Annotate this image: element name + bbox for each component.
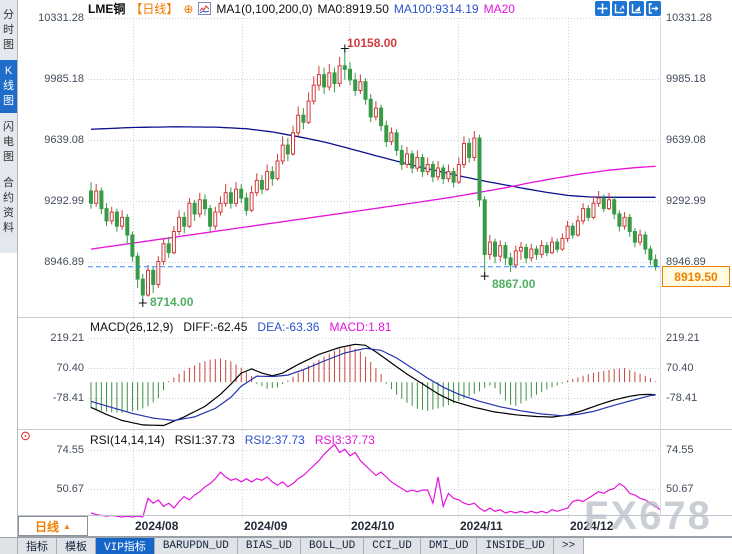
tab-BOLL_UD[interactable]: BOLL_UD <box>301 538 365 554</box>
rsi-axis-label-right: 50.67 <box>666 483 694 495</box>
date-label: 2024/08 <box>135 519 179 533</box>
rsi-axis-label-left: 74.55 <box>56 444 84 456</box>
low-price-label-nov: 8867.00 <box>492 277 536 291</box>
low-price-label-aug: 8714.00 <box>150 295 194 309</box>
rsi-title: RSI(14,14,14) <box>90 433 165 447</box>
tab-DMI_UD[interactable]: DMI_UD <box>420 538 478 554</box>
macd-axis-label-right: 70.40 <box>666 361 694 374</box>
add-indicator-icon[interactable]: ⊕ <box>183 1 194 16</box>
price-axis-label-right: 9292.99 <box>666 195 706 207</box>
panel-separator <box>18 429 732 430</box>
price-axis-label-right: 10331.28 <box>666 12 712 24</box>
mini-chart-icon[interactable] <box>198 2 212 15</box>
macd-axis-label-right: 219.21 <box>666 331 700 344</box>
zoom-axis-icon[interactable] <box>612 1 627 16</box>
period-selector[interactable]: 日线 ▲ <box>18 516 88 536</box>
date-label: 2024/12 <box>570 519 614 533</box>
macd-header: MACD(26,12,9) DIFF:-62.45 DEA:-63.36 MAC… <box>90 320 391 334</box>
macd-dea-value: DEA:-63.36 <box>257 320 320 334</box>
tab-INSIDE_UD[interactable]: INSIDE_UD <box>477 538 554 554</box>
rsi-axis-label-right: 74.55 <box>666 444 694 456</box>
ma100-value: MA100:9314.19 <box>393 1 479 16</box>
high-price-label: 10158.00 <box>347 36 398 50</box>
macd-axis-label-left: 70.40 <box>56 361 84 374</box>
macd-bar-value: MACD:1.81 <box>329 320 392 334</box>
ma-settings: MA1(0,100,200,0) <box>216 1 313 16</box>
tab-指标[interactable]: 指标 <box>18 538 57 554</box>
macd-axis-label-right: -78.41 <box>666 391 698 404</box>
price-axis-label-left: 8946.89 <box>44 256 84 268</box>
sidebar-item-分时图[interactable]: 分时图 <box>3 9 14 51</box>
chart-toolbar <box>595 1 661 16</box>
tab-BIAS_UD[interactable]: BIAS_UD <box>237 538 302 554</box>
rsi-axis-label-left: 50.67 <box>56 483 84 495</box>
tab-BARUPDN_UD[interactable]: BARUPDN_UD <box>154 538 238 554</box>
main-chart[interactable] <box>88 18 660 318</box>
tab-模板[interactable]: 模板 <box>57 538 96 554</box>
ma200-value: MA20 <box>483 1 515 16</box>
date-label: 2024/10 <box>351 519 395 533</box>
chart-header: LME铜 【日线】 ⊕ MA1(0,100,200,0) MA0:8919.50… <box>88 0 588 17</box>
chevron-up-icon: ▲ <box>63 521 71 531</box>
price-axis-label-left: 9292.99 <box>44 195 84 207</box>
price-axis-label-right: 9985.18 <box>666 73 706 85</box>
sidebar-item-K线图[interactable]: K线图 <box>0 60 17 113</box>
rsi1-value: RSI1:37.73 <box>174 433 235 447</box>
sidebar-items: 分时图 K线图闪电图合约资料 <box>0 0 17 253</box>
period-label: 【日线】 <box>130 2 179 16</box>
left-sidebar: 分时图 K线图闪电图合约资料 <box>0 0 18 537</box>
price-axis-label-left: 9639.08 <box>44 134 84 146</box>
move-crosshair-icon[interactable] <box>595 1 610 16</box>
tab-CCI_UD[interactable]: CCI_UD <box>364 538 421 554</box>
last-price-box: 8919.50 <box>662 266 730 287</box>
macd-panel[interactable] <box>88 318 660 430</box>
period-selector-label: 日线 <box>35 519 60 534</box>
sidebar-item-闪电图[interactable]: 闪电图 <box>3 121 14 163</box>
scale-axis-icon[interactable] <box>629 1 644 16</box>
rsi3-value: RSI3:37.73 <box>314 433 375 447</box>
price-axis-label-right: 8946.89 <box>666 256 706 268</box>
rsi-panel[interactable] <box>88 430 660 518</box>
date-label: 2024/09 <box>244 519 288 533</box>
price-axis-label-left: 10331.28 <box>38 12 84 24</box>
macd-axis-label-left: 219.21 <box>50 331 84 344</box>
indicator-tab-bar: 指标 模板 VIP指标 BARUPDN_UD BIAS_UD BOLL_UD CCI_UD D… <box>0 537 732 554</box>
timeline-bar: 日线 ▲ 2024/08 2024/09 2024/10 2024/11 2024/12 <box>0 515 732 537</box>
macd-diff-value: DIFF:-62.45 <box>183 320 248 334</box>
tab->>[interactable]: >> <box>553 538 585 554</box>
sidebar-item-合约资料[interactable]: 合约资料 <box>3 177 14 234</box>
exit-chart-icon[interactable] <box>646 1 661 16</box>
date-label: 2024/11 <box>460 519 503 533</box>
rsi2-value: RSI2:37.73 <box>244 433 305 447</box>
tab-bar-filler <box>584 538 732 554</box>
macd-title: MACD(26,12,9) <box>90 320 174 334</box>
tab-bar-corner <box>0 538 18 554</box>
symbol-name: LME铜 <box>88 2 126 16</box>
tab-VIP指标[interactable]: VIP指标 <box>96 538 155 554</box>
ma0-value: MA0:8919.50 <box>317 1 389 16</box>
panel-separator <box>18 317 732 318</box>
rsi-header: RSI(14,14,14) RSI1:37.73 RSI2:37.73 RSI3… <box>90 433 375 447</box>
price-axis-label-left: 9985.18 <box>44 73 84 85</box>
indicator-alarm-icon: ⊙ <box>20 428 31 443</box>
price-axis-label-right: 9639.08 <box>666 134 706 146</box>
axis-divider <box>660 17 661 515</box>
macd-axis-label-left: -78.41 <box>52 391 84 404</box>
